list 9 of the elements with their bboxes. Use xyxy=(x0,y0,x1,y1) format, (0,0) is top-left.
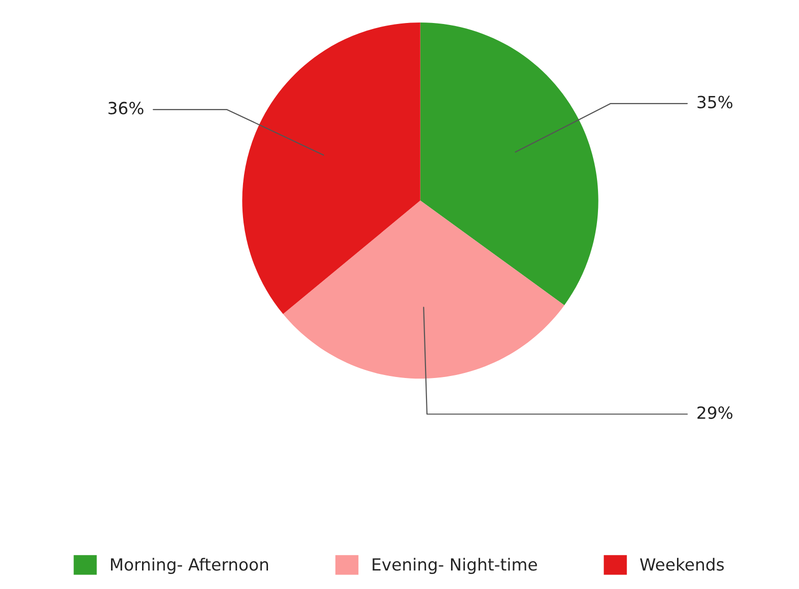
legend-label: Morning- Afternoon xyxy=(111,558,268,574)
data-label: 35% xyxy=(698,96,732,108)
legend-label: Weekends xyxy=(640,558,724,571)
data-label: 36% xyxy=(108,102,144,114)
data-label: 29% xyxy=(697,406,732,419)
pie-slice xyxy=(420,22,598,306)
pie-slice xyxy=(242,22,420,314)
pie-slice xyxy=(283,200,564,379)
legend-label: Evening- Night-time xyxy=(372,558,537,574)
